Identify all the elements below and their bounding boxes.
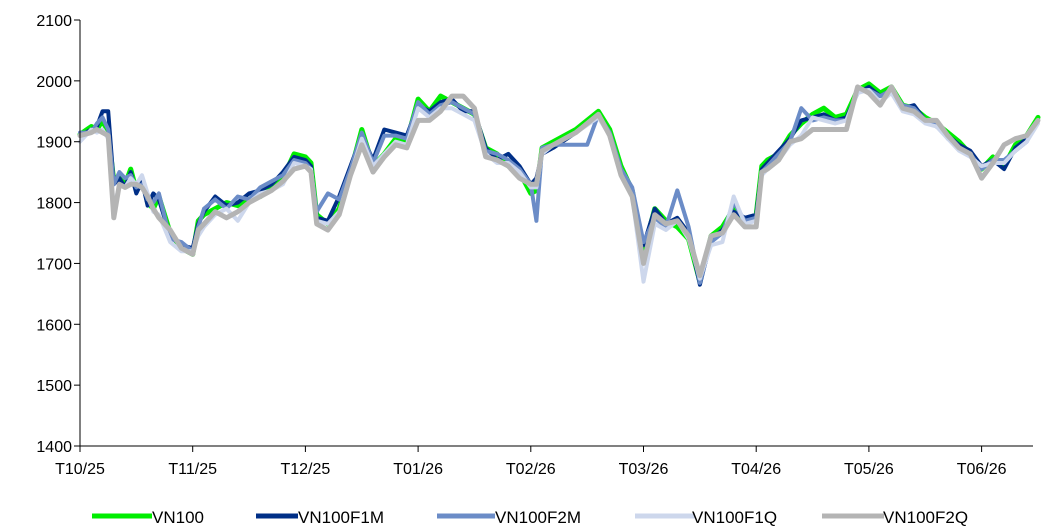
series-line-vn100f1q xyxy=(78,88,1040,284)
series-line-vn100f2q xyxy=(77,84,1041,279)
plot-lines xyxy=(77,81,1041,287)
series-line-vn100f2m xyxy=(78,88,1040,285)
legend-label-vn100f2q: VN100F2Q xyxy=(883,508,968,527)
y-tick-label: 1800 xyxy=(36,196,72,213)
legend-label-vn100: VN100 xyxy=(152,508,204,527)
x-tick-label: T11/25 xyxy=(168,461,217,478)
series-line-vn100 xyxy=(77,81,1041,285)
y-tick-label: 1500 xyxy=(36,378,72,395)
y-tick-label: 1700 xyxy=(36,256,72,273)
y-tick-label: 1900 xyxy=(36,135,72,152)
legend: VN100 VN100F1M VN100F2M VN100F1Q VN100F2Q xyxy=(92,508,968,527)
legend-label-vn100f1q: VN100F1Q xyxy=(692,508,777,527)
y-ticks: 1400 1500 1600 1700 1800 1900 2000 2100 xyxy=(36,13,80,456)
x-ticks: T10/25 T11/25 T12/25 T01/26 T02/26 T03/26 T04/… xyxy=(55,446,1007,478)
x-tick-label: T12/25 xyxy=(280,461,330,478)
x-tick-label: T05/26 xyxy=(844,461,894,478)
y-tick-label: 1400 xyxy=(36,439,72,456)
axes xyxy=(79,20,1033,447)
y-tick-label: 2100 xyxy=(36,13,72,30)
series-line-vn100f1m xyxy=(78,84,1040,287)
x-tick-label: T01/26 xyxy=(393,461,443,478)
legend-label-vn100f2m: VN100F2M xyxy=(495,508,581,527)
legend-label-vn100f1m: VN100F1M xyxy=(298,508,384,527)
x-tick-label: T04/26 xyxy=(731,461,781,478)
y-tick-label: 1600 xyxy=(36,317,72,334)
x-tick-label: T02/26 xyxy=(506,461,556,478)
x-tick-label: T10/25 xyxy=(55,461,105,478)
y-tick-label: 2000 xyxy=(36,74,72,91)
x-tick-label: T06/26 xyxy=(957,461,1007,478)
x-tick-label: T03/26 xyxy=(619,461,669,478)
